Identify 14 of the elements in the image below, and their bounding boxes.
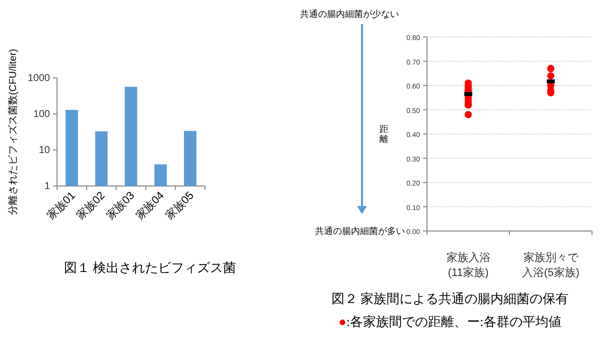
text: 共通の腸内細菌が多い (315, 226, 405, 236)
y-axis-title: 距離 (380, 124, 388, 144)
x-tick-label: 家族別々で入浴(5家族) (522, 251, 580, 279)
y-tick-label: 100 (33, 109, 50, 120)
y-tick-label: 1000 (28, 73, 50, 84)
text: 図２ 家族間による共通の腸内細菌の保有 (331, 291, 569, 306)
x-tick-label: 家族入浴(11家族) (446, 251, 490, 279)
text: 図１ 検出されたビフィズス菌 (64, 260, 236, 275)
x-tick-label: 家族05 (162, 188, 196, 222)
y-tick-label: 10 (38, 145, 50, 156)
y-axis-title: 分離されたビフィズス菌数(CFU/liter) (7, 48, 19, 216)
y-tick-label: 1 (44, 181, 50, 192)
text: 共通の腸内細菌が少ない (300, 9, 399, 19)
text: ●:各家族間での距離、ー:各群の平均値 (338, 314, 562, 329)
